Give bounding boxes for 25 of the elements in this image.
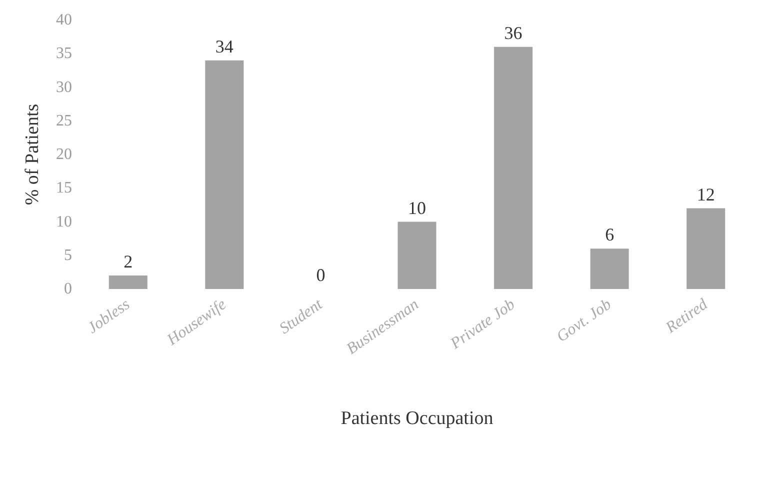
data-label: 2 bbox=[124, 252, 133, 272]
y-tick-label: 25 bbox=[56, 112, 72, 130]
data-label: 0 bbox=[316, 265, 326, 285]
y-tick-label: 15 bbox=[56, 180, 72, 197]
data-label: 34 bbox=[215, 36, 234, 56]
y-tick-label: 35 bbox=[56, 45, 72, 62]
y-axis-title: % of Patients bbox=[22, 104, 43, 206]
x-axis-title: Patients Occupation bbox=[340, 408, 494, 429]
data-label: 6 bbox=[605, 224, 614, 245]
y-tick-label: 20 bbox=[56, 146, 72, 163]
bar bbox=[398, 222, 436, 289]
y-tick-label: 40 bbox=[56, 12, 72, 28]
y-tick-label: 0 bbox=[64, 280, 72, 298]
data-label: 36 bbox=[504, 22, 522, 43]
bar bbox=[686, 208, 726, 289]
bar bbox=[590, 248, 629, 289]
bar bbox=[108, 276, 148, 289]
bar bbox=[205, 60, 244, 289]
y-tick-label: 30 bbox=[56, 78, 72, 96]
data-label: 12 bbox=[696, 184, 715, 204]
x-tick-label: Govt. Job bbox=[554, 296, 614, 346]
y-tick-label: 10 bbox=[56, 213, 72, 230]
y-tick-label: 5 bbox=[64, 246, 72, 264]
bar bbox=[494, 46, 533, 289]
data-label: 10 bbox=[408, 198, 426, 218]
